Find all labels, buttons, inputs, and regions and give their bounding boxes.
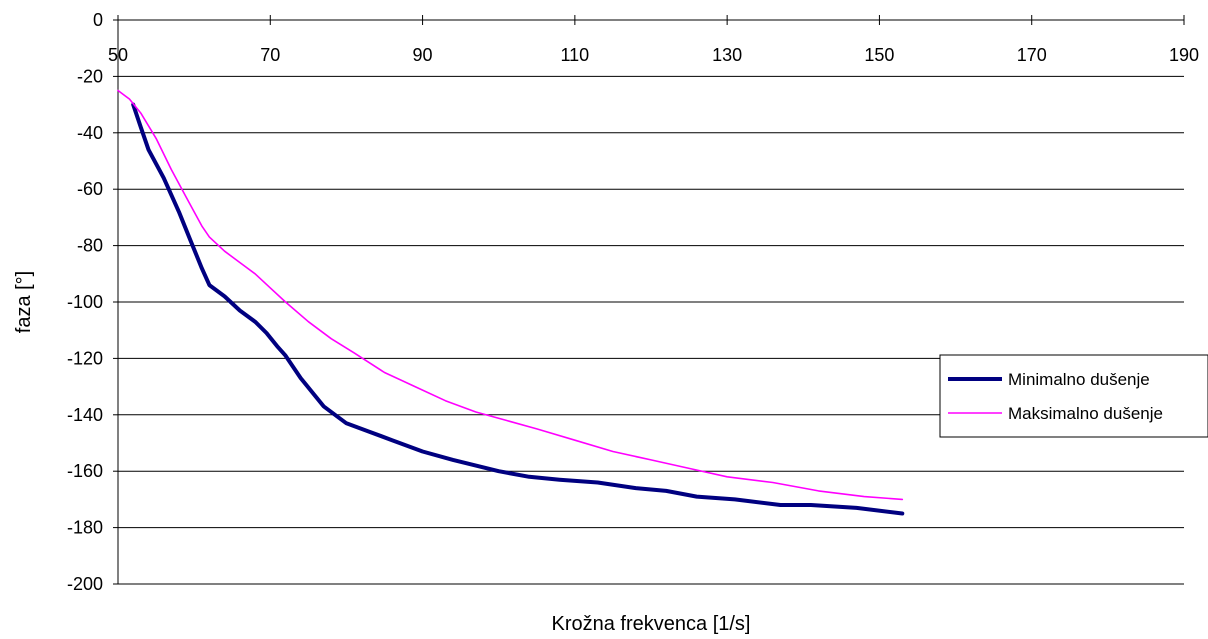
y-tick-label: -20 <box>77 66 103 86</box>
y-tick-label: 0 <box>93 10 103 30</box>
x-tick-label: 110 <box>561 45 590 65</box>
y-tick-label: -40 <box>77 123 103 143</box>
y-tick-label: -120 <box>67 348 103 368</box>
y-tick-label: -80 <box>77 236 103 256</box>
x-tick-label: 170 <box>1017 45 1047 65</box>
gridlines <box>118 75 1184 585</box>
x-tick-label: 50 <box>108 45 128 65</box>
y-tick-label: -100 <box>67 292 103 312</box>
y-tick-label: -140 <box>67 405 103 425</box>
x-tick-label: 150 <box>864 45 894 65</box>
x-tick-label: 130 <box>712 45 742 65</box>
legend-box <box>939 354 1208 438</box>
series-line-1 <box>131 102 905 516</box>
x-axis-ticks: 50 70 90 110 130 150 170 190 <box>108 15 1199 65</box>
x-tick-label: 190 <box>1169 45 1199 65</box>
legend-label: Maksimalno dušenje <box>1008 404 1163 423</box>
y-tick-label: -60 <box>77 179 103 199</box>
x-axis-title: Krožna frekvenca [1/s] <box>552 613 751 635</box>
x-tick-label: 90 <box>413 45 433 65</box>
series-line-2 <box>117 89 904 501</box>
y-tick-label: -160 <box>67 461 103 481</box>
series-lines <box>117 89 905 516</box>
y-axis-title: faza [°] <box>13 271 35 333</box>
y-axis-ticks: 0 -20 -40 -60 -80 -100 -120 -140 -160 -180 -200 <box>67 10 118 594</box>
legend-label: Minimalno dušenje <box>1008 370 1150 389</box>
x-tick-label: 70 <box>260 45 280 65</box>
y-tick-label: -180 <box>67 518 103 538</box>
legend: Minimalno dušenje Maksimalno dušenje <box>939 354 1208 438</box>
y-tick-label: -200 <box>67 574 103 594</box>
